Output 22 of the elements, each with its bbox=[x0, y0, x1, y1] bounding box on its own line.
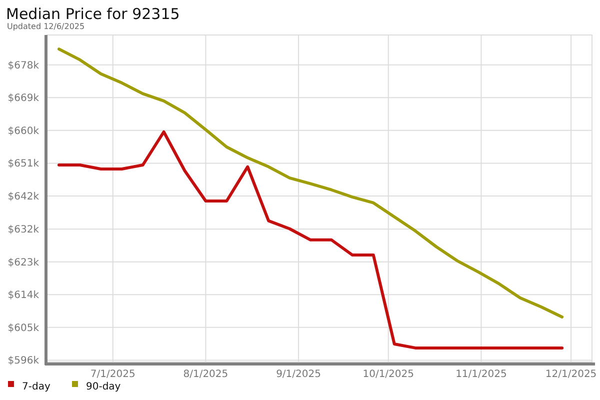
y-tick-label: $596k bbox=[8, 356, 40, 367]
x-tick-label: 8/1/2025 bbox=[183, 369, 228, 380]
y-tick-label: $623k bbox=[8, 257, 40, 268]
chart-subtitle: Updated 12/6/2025 bbox=[7, 22, 85, 31]
line-series bbox=[57, 48, 564, 318]
line-series bbox=[57, 130, 564, 350]
x-tick-label: 12/1/2025 bbox=[545, 369, 597, 380]
x-tick-label: 7/1/2025 bbox=[90, 369, 136, 380]
x-tick-label: 11/1/2025 bbox=[456, 369, 507, 380]
x-tick-label: 10/1/2025 bbox=[362, 369, 414, 380]
x-tick-label: 9/1/2025 bbox=[276, 369, 321, 380]
y-tick-label: $651k bbox=[8, 158, 40, 170]
y-tick-label: $669k bbox=[8, 93, 40, 104]
y-tick-label: $614k bbox=[8, 290, 40, 302]
chart-title: Median Price for 92315 bbox=[6, 5, 180, 23]
y-tick-label: $632k bbox=[8, 224, 40, 236]
y-tick-label: $605k bbox=[8, 322, 40, 334]
y-tick-label: $678k bbox=[8, 60, 40, 72]
legend-label: 7-day bbox=[22, 382, 50, 392]
y-tick-label: $642k bbox=[8, 191, 40, 202]
y-tick-label: $660k bbox=[8, 126, 40, 137]
legend-label: 90-day bbox=[86, 382, 121, 392]
